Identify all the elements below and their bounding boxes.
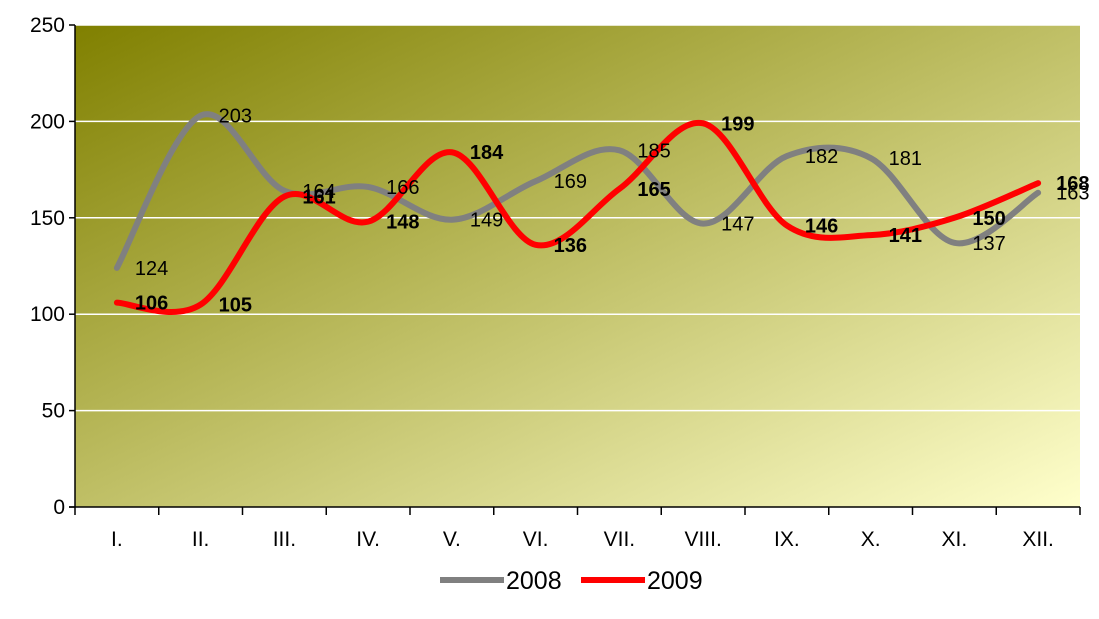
legend: 2008 2009 [440, 567, 703, 595]
data-label-2009: 105 [219, 295, 252, 317]
x-tick-label: V. [443, 528, 461, 551]
y-tick-label: 0 [53, 496, 65, 519]
y-tick-label: 150 [30, 207, 65, 230]
data-label-2009: 168 [1056, 173, 1089, 195]
x-tick-label: XI. [942, 528, 968, 551]
x-tick-label: VIII. [684, 528, 721, 551]
x-tick-label: IX. [774, 528, 800, 551]
data-label-2009: 106 [135, 293, 168, 315]
y-axis-tick-labels: 0 50 100 150 200 250 [30, 14, 65, 519]
legend-label-2008: 2008 [506, 567, 562, 595]
x-tick-label: X. [861, 528, 881, 551]
x-tick-label: VI. [523, 528, 549, 551]
y-tick-label: 50 [42, 400, 65, 423]
data-label-2009: 136 [554, 235, 587, 257]
plot-area [75, 25, 1080, 507]
x-tick-label: XII. [1022, 528, 1054, 551]
series-line-2008 [113, 111, 1042, 271]
data-label-2009: 146 [805, 216, 838, 238]
data-label-2008: 203 [219, 106, 252, 128]
x-axis-tick-labels: I. II. III. IV. V. VI. VII. VIII. IX. X. XI. XII. [111, 528, 1054, 551]
data-label-2008: 137 [972, 233, 1005, 255]
data-label-2008: 169 [554, 171, 587, 193]
y-tick-label: 200 [30, 110, 65, 133]
series-line-2009 [113, 119, 1042, 315]
data-label-2008: 164 [302, 181, 335, 203]
data-label-2009: 199 [721, 113, 754, 135]
data-label-2008: 163 [1056, 183, 1089, 205]
x-tick-label: I. [111, 528, 123, 551]
data-label-2008: 124 [135, 258, 168, 280]
legend-label-2009: 2009 [647, 567, 703, 595]
x-tick-label: IV. [356, 528, 380, 551]
data-label-2008: 147 [721, 214, 754, 236]
data-label-2008: 181 [889, 148, 922, 170]
series-lines [113, 111, 1042, 315]
x-tick-label: III. [273, 528, 296, 551]
y-tick-label: 100 [30, 303, 65, 326]
data-label-2009: 150 [972, 208, 1005, 230]
x-tick-label: II. [192, 528, 210, 551]
axes [69, 24, 1081, 515]
data-label-2009: 141 [889, 225, 922, 247]
data-label-2008: 185 [637, 140, 670, 162]
data-labels: 124 203 164 166 149 169 185 147 182 181 137 163 106 1… [135, 106, 1090, 317]
data-label-2008: 149 [470, 210, 503, 232]
data-label-2009: 148 [386, 212, 419, 234]
y-tick-label: 250 [30, 14, 65, 37]
data-label-2009: 165 [637, 179, 670, 201]
data-label-2009: 184 [470, 142, 504, 164]
data-label-2008: 166 [386, 177, 419, 199]
x-tick-label: VII. [604, 528, 636, 551]
data-label-2008: 182 [805, 146, 838, 168]
gridlines [75, 24, 1080, 412]
data-label-2009: 161 [302, 187, 335, 209]
